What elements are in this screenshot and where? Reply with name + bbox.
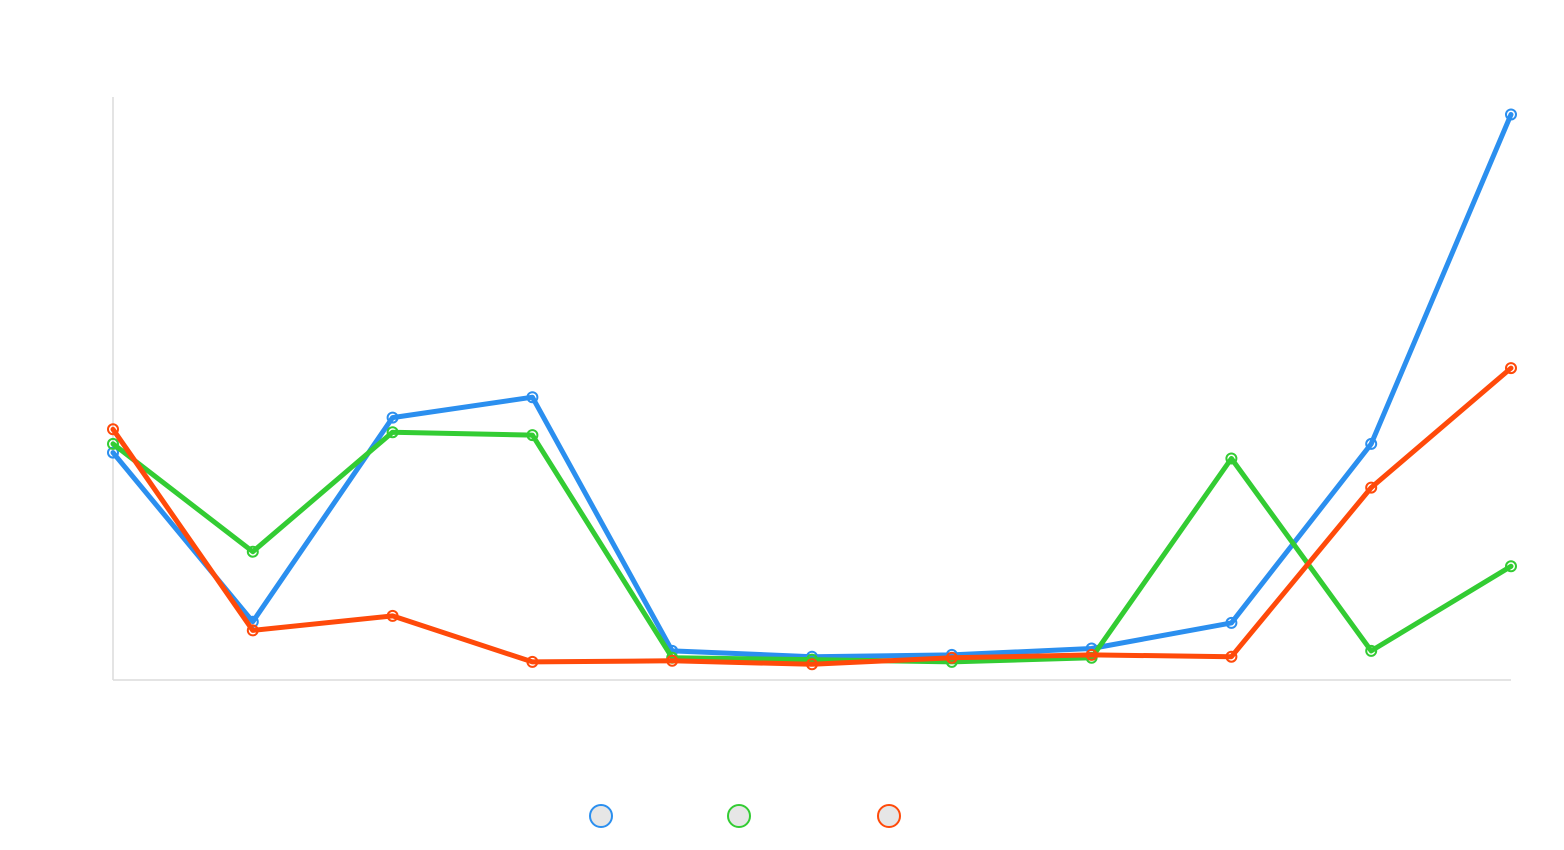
series-1-point[interactable] bbox=[1365, 437, 1378, 450]
series-layer bbox=[107, 108, 1517, 671]
series-3-point[interactable] bbox=[246, 624, 259, 637]
series-3-point[interactable] bbox=[666, 654, 679, 667]
series-3-line bbox=[110, 365, 1514, 667]
series-2-point[interactable] bbox=[107, 437, 119, 450]
series-3-point[interactable] bbox=[1365, 481, 1378, 494]
chart-axes bbox=[112, 97, 1511, 681]
legend-marker-series-1[interactable] bbox=[589, 804, 613, 828]
series-2-point[interactable] bbox=[246, 545, 259, 558]
legend bbox=[589, 804, 901, 828]
series-1-point[interactable] bbox=[386, 411, 399, 424]
series-3 bbox=[107, 362, 1517, 671]
series-1 bbox=[107, 108, 1517, 663]
series-3-point[interactable] bbox=[1085, 648, 1098, 661]
legend-marker-series-3[interactable] bbox=[877, 804, 901, 828]
series-1-point[interactable] bbox=[526, 391, 539, 404]
series-2-point[interactable] bbox=[386, 426, 399, 439]
series-2-line bbox=[110, 429, 1514, 665]
series-3-point[interactable] bbox=[1505, 362, 1517, 375]
series-2-point[interactable] bbox=[526, 429, 539, 442]
series-3-point[interactable] bbox=[806, 658, 818, 671]
series-1-point[interactable] bbox=[107, 446, 119, 459]
series-2 bbox=[107, 426, 1517, 668]
series-1-point[interactable] bbox=[1225, 616, 1238, 629]
series-3-point[interactable] bbox=[386, 609, 399, 622]
series-1-point[interactable] bbox=[1505, 108, 1517, 121]
series-3-point[interactable] bbox=[107, 423, 119, 436]
series-3-point[interactable] bbox=[945, 651, 958, 664]
series-1-line bbox=[110, 112, 1514, 660]
legend-marker-series-2[interactable] bbox=[727, 804, 751, 828]
series-2-point[interactable] bbox=[1225, 452, 1238, 465]
series-3-point[interactable] bbox=[526, 655, 539, 668]
series-3-point[interactable] bbox=[1225, 650, 1238, 663]
series-2-point[interactable] bbox=[1365, 644, 1378, 657]
series-2-point[interactable] bbox=[1505, 560, 1517, 573]
